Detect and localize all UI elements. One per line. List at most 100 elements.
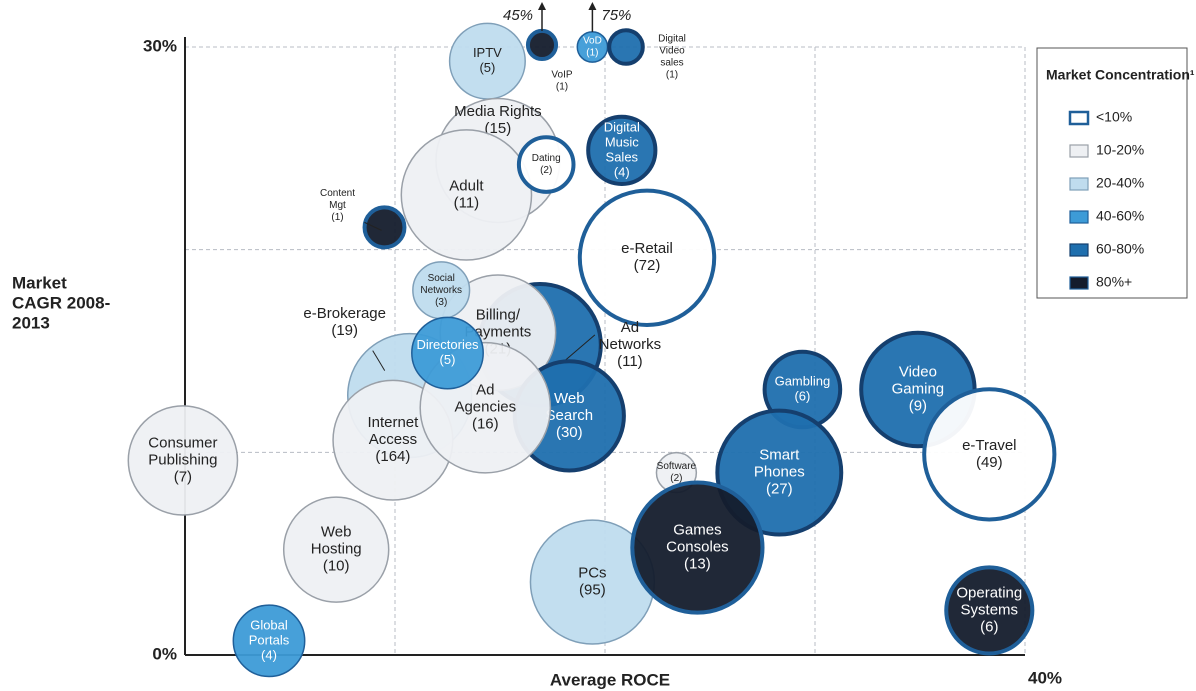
bubble-count: (27): [766, 481, 793, 498]
bubble-label: Consoles: [666, 539, 729, 556]
bubble-count: (95): [579, 582, 606, 599]
bubble-label: VoIP: [551, 70, 572, 81]
bubble-label: Access: [369, 431, 417, 448]
bubble-label: Content: [320, 188, 355, 199]
bubble-label: Global: [250, 617, 288, 632]
bubble-label: Internet: [367, 414, 419, 431]
bubble-count: (2): [670, 473, 682, 484]
legend-label: 10-20%: [1096, 142, 1144, 158]
bubble-label: Dating: [532, 153, 561, 164]
bubble-count: (7): [174, 468, 192, 485]
bubble-label: Sales: [606, 149, 639, 164]
bubble: [516, 135, 576, 194]
bubble: [127, 405, 239, 516]
legend-label: 80%+: [1096, 274, 1132, 290]
y-tick-label: 30%: [143, 36, 177, 55]
arrow-head: [538, 2, 546, 10]
bubble-label: sales: [660, 58, 683, 69]
bubble-label: Networks: [420, 285, 462, 296]
bubble-count: (11): [454, 194, 480, 211]
bubble-count: (11): [617, 353, 643, 370]
bubble-label: Hosting: [311, 541, 362, 558]
bubble-label: Software: [657, 461, 697, 472]
bubble-count: (5): [440, 352, 456, 367]
legend-swatch: [1069, 276, 1089, 290]
bubble-label: Digital: [604, 119, 640, 134]
legend-label: <10%: [1096, 109, 1132, 125]
bubble-label: Payments: [465, 324, 532, 341]
bubble-count: (9): [909, 397, 927, 414]
legend-label: 20-40%: [1096, 175, 1144, 191]
bubble-label: Billing/: [476, 307, 521, 324]
bubble: [400, 129, 533, 261]
bubble-label: Mgt: [329, 200, 346, 211]
bubble-label: Operating: [956, 584, 1022, 601]
bubble: [586, 114, 658, 186]
bubble: [715, 408, 844, 537]
bubble-count: (16): [472, 416, 499, 433]
bubble-count: (2): [540, 165, 552, 176]
bubble-label: e-Retail: [621, 240, 673, 257]
bubble-label: Publishing: [148, 451, 217, 468]
bubble-label: PCs: [578, 565, 606, 582]
bubble-label: Gambling: [775, 373, 831, 388]
y-tick-label: 0%: [152, 644, 177, 663]
bubble-label: e-Brokerage: [303, 305, 386, 322]
x-axis-label: Average ROCE: [550, 670, 670, 689]
bubble-count: (4): [261, 647, 277, 662]
leader-line: [364, 221, 382, 231]
annotation: 75%: [601, 7, 631, 24]
bubble-count: (1): [331, 212, 343, 223]
bubble-label: Web: [321, 524, 352, 541]
bubble-label: Music: [605, 134, 639, 149]
bubble: [630, 480, 765, 615]
arrow-head: [588, 2, 597, 10]
bubble-label: Agencies: [454, 399, 516, 416]
bubble-label: Phones: [754, 464, 805, 481]
bubble-label: Video: [899, 363, 937, 380]
bubble-count: (72): [634, 257, 661, 274]
bubble-count: (6): [794, 388, 810, 403]
bubble-label: Video: [659, 46, 685, 57]
bubble: [411, 316, 484, 390]
bubble: [607, 28, 645, 66]
bubble-count: (19): [331, 322, 358, 339]
legend-label: 40-60%: [1096, 208, 1144, 224]
bubble-label: Portals: [249, 632, 290, 647]
legend-swatch: [1069, 177, 1089, 191]
bubble-count: (13): [684, 556, 711, 573]
bubble: [577, 188, 717, 327]
bubble: [362, 205, 407, 250]
annotation: 45%: [503, 7, 533, 24]
bubble-count: (5): [479, 60, 495, 75]
bubble-count: (30): [556, 424, 583, 441]
legend-label: 60-80%: [1096, 241, 1144, 257]
legend-swatch: [1069, 210, 1089, 224]
bubble-label: Adult: [449, 177, 484, 194]
bubble-count: (10): [323, 558, 350, 575]
bubble-count: (4): [614, 164, 630, 179]
bubble: [232, 604, 306, 678]
legend-swatch: [1068, 110, 1090, 126]
bubble-label: Directories: [416, 337, 479, 352]
legend-swatch: [1069, 144, 1089, 158]
y-axis-label: 2013: [12, 313, 50, 332]
bubble-label: Media Rights: [454, 103, 542, 120]
bubble: [922, 387, 1057, 522]
bubble-count: (49): [976, 454, 1003, 471]
bubble: [525, 28, 559, 62]
y-axis-label: Market: [12, 273, 67, 292]
bubble-label: Web: [554, 390, 585, 407]
bubble-label: Ad: [621, 319, 639, 336]
bubble-count: (6): [980, 618, 998, 635]
bubble-label: Systems: [961, 601, 1019, 618]
bubble: [944, 565, 1035, 656]
bubble-label: Ad: [476, 382, 494, 399]
x-tick-label: 40%: [1028, 668, 1062, 687]
bubble-label: Social: [428, 273, 455, 284]
bubble-label: Smart: [759, 447, 800, 464]
bubble-label: Games: [673, 522, 721, 539]
bubble-count: (3): [435, 297, 447, 308]
legend-title: Market Concentration¹: [1046, 67, 1195, 83]
